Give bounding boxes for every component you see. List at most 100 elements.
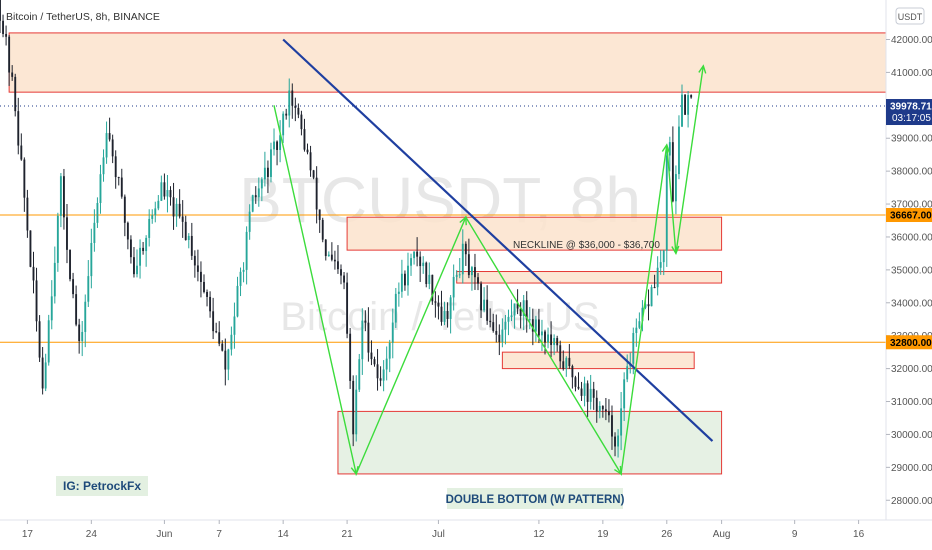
candle-body [266, 167, 269, 177]
candle-body [224, 350, 227, 370]
candle-body [455, 274, 458, 277]
candle-body [385, 358, 388, 370]
candle [333, 250, 336, 270]
candle [327, 251, 330, 257]
candle [525, 291, 528, 333]
candle [650, 284, 653, 307]
candle-body [601, 405, 604, 410]
currency-button-frame[interactable] [895, 7, 925, 25]
candle [480, 281, 483, 318]
candle-body [571, 366, 574, 378]
candle-body [245, 231, 248, 270]
candle-body [108, 133, 111, 140]
candle [136, 249, 138, 278]
candle-body [163, 182, 166, 197]
candle-body [50, 296, 53, 321]
candle [607, 399, 610, 423]
candle-body [382, 369, 385, 381]
candle [279, 120, 282, 163]
candle [20, 133, 23, 161]
candle [343, 272, 345, 290]
candle-body [443, 311, 446, 322]
candle-body [614, 436, 616, 447]
candle-body [534, 319, 537, 332]
candle-body [239, 271, 242, 286]
candle-body [303, 129, 306, 150]
candle [358, 353, 361, 393]
candle-body [665, 155, 668, 251]
candle-body [148, 218, 151, 238]
level-upper-label-bg [886, 208, 932, 223]
candle-body [464, 243, 467, 255]
candle [260, 177, 263, 202]
candle [175, 198, 178, 227]
candle-body [492, 322, 495, 331]
candle-body [209, 296, 212, 312]
candle [29, 230, 32, 268]
candle-body [47, 320, 50, 363]
candle [227, 348, 230, 381]
candle [81, 320, 84, 357]
candle-body [93, 222, 96, 243]
level-lower-label: 32800.00 [890, 338, 932, 349]
candle-body [425, 262, 428, 284]
author-label: IG: PetrockFx [63, 479, 141, 493]
candle [614, 432, 616, 457]
candle-body [559, 345, 562, 362]
candle [422, 256, 425, 274]
trendline[interactable] [282, 38, 714, 442]
candle-body [428, 274, 431, 284]
candle [224, 338, 227, 386]
time-tick-label: 26 [661, 529, 673, 540]
currency-button[interactable]: USDT [898, 12, 923, 22]
candle [690, 94, 693, 99]
candle-body [23, 159, 26, 198]
candle [59, 173, 62, 228]
w-pattern-arrowhead [614, 465, 622, 476]
candle [574, 375, 577, 392]
candle [416, 237, 419, 267]
zone-resistance[interactable] [8, 32, 887, 93]
candle [495, 314, 498, 343]
zone-neckline[interactable] [346, 216, 723, 251]
candle-body [114, 156, 117, 178]
candle [477, 273, 479, 291]
candle [273, 128, 275, 156]
candle-body [611, 415, 613, 437]
candle [230, 326, 233, 356]
candle [571, 364, 574, 389]
candle-body [553, 338, 556, 345]
candle [565, 356, 568, 377]
candle [206, 289, 208, 307]
candle [254, 186, 257, 204]
candle [330, 242, 333, 262]
candle-body [346, 282, 349, 334]
candle [385, 346, 388, 381]
candle-body [355, 389, 358, 435]
candle-body [474, 267, 476, 278]
candle [601, 405, 604, 418]
candle-body [175, 203, 178, 217]
candle [455, 270, 458, 281]
candle [96, 197, 99, 228]
candle-body [0, 0, 1, 21]
candle-body [187, 235, 190, 240]
candle [123, 194, 126, 237]
candle-body [422, 262, 425, 267]
zone-support-small[interactable] [501, 351, 695, 370]
zone-double-bottom[interactable] [337, 410, 723, 475]
candle [638, 312, 641, 330]
candle [534, 315, 537, 342]
zone-resistance-small[interactable] [456, 271, 723, 284]
candle [446, 302, 449, 328]
candle-body [525, 300, 528, 320]
candle-body [14, 76, 17, 112]
candle [598, 401, 601, 419]
time-axis[interactable]: 17 24 Jun 7 14 21 Jul 12 19 26 Aug 9 16 [22, 520, 865, 540]
candle-body [120, 177, 123, 197]
candle-body [270, 149, 272, 177]
candle [346, 272, 349, 339]
candle [388, 339, 391, 373]
candle [355, 375, 358, 442]
